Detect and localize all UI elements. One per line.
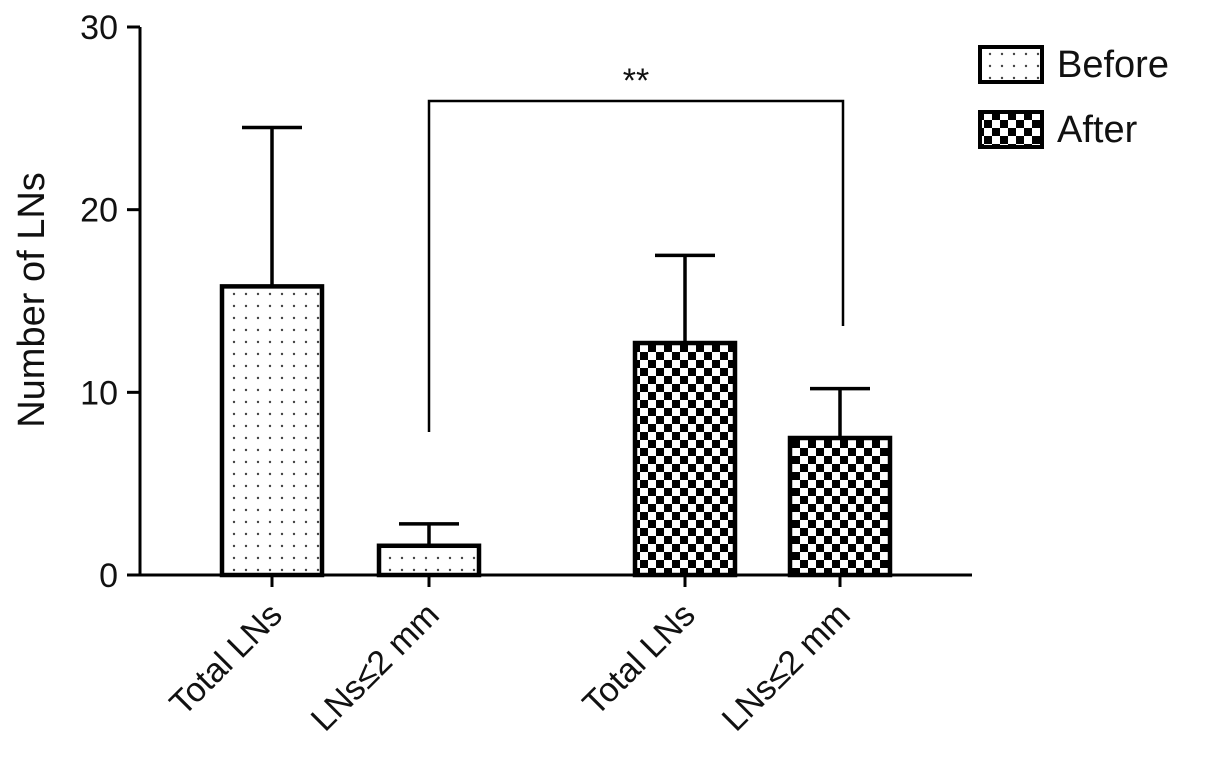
y-tick-label: 0 xyxy=(99,557,118,595)
y-ticks: 0 10 20 30 xyxy=(80,9,140,595)
legend-item-after: After xyxy=(978,109,1138,151)
y-tick-label: 20 xyxy=(80,192,118,230)
bar-after-lns-le-2mm xyxy=(787,435,893,578)
bars xyxy=(219,284,893,578)
bar-after-total-lns xyxy=(632,340,738,578)
category-label: Total LNs xyxy=(163,596,290,723)
category-label: Total LNs xyxy=(576,596,703,723)
legend: Before After xyxy=(978,44,1169,151)
category-labels: Total LNs LNs≤2 mm Total LNs LNs≤2 mm xyxy=(163,596,858,739)
bracket-line xyxy=(427,99,845,432)
category-label: LNs≤2 mm xyxy=(715,596,858,739)
bar-before-total-lns xyxy=(219,284,325,578)
legend-label-before: Before xyxy=(1057,44,1169,86)
legend-swatch-before xyxy=(978,45,1044,84)
significance-bracket: ** xyxy=(427,62,845,432)
legend-label-after: After xyxy=(1057,109,1138,151)
y-axis-label: Number of LNs xyxy=(11,172,53,428)
error-bars xyxy=(242,125,870,587)
legend-item-before: Before xyxy=(978,44,1169,86)
y-tick-label: 30 xyxy=(80,9,118,47)
y-tick-label: 10 xyxy=(80,374,118,412)
legend-swatch-after xyxy=(978,110,1044,149)
significance-label: ** xyxy=(623,62,649,100)
bar-before-lns-le-2mm xyxy=(376,543,482,578)
category-label: LNs≤2 mm xyxy=(304,596,447,739)
